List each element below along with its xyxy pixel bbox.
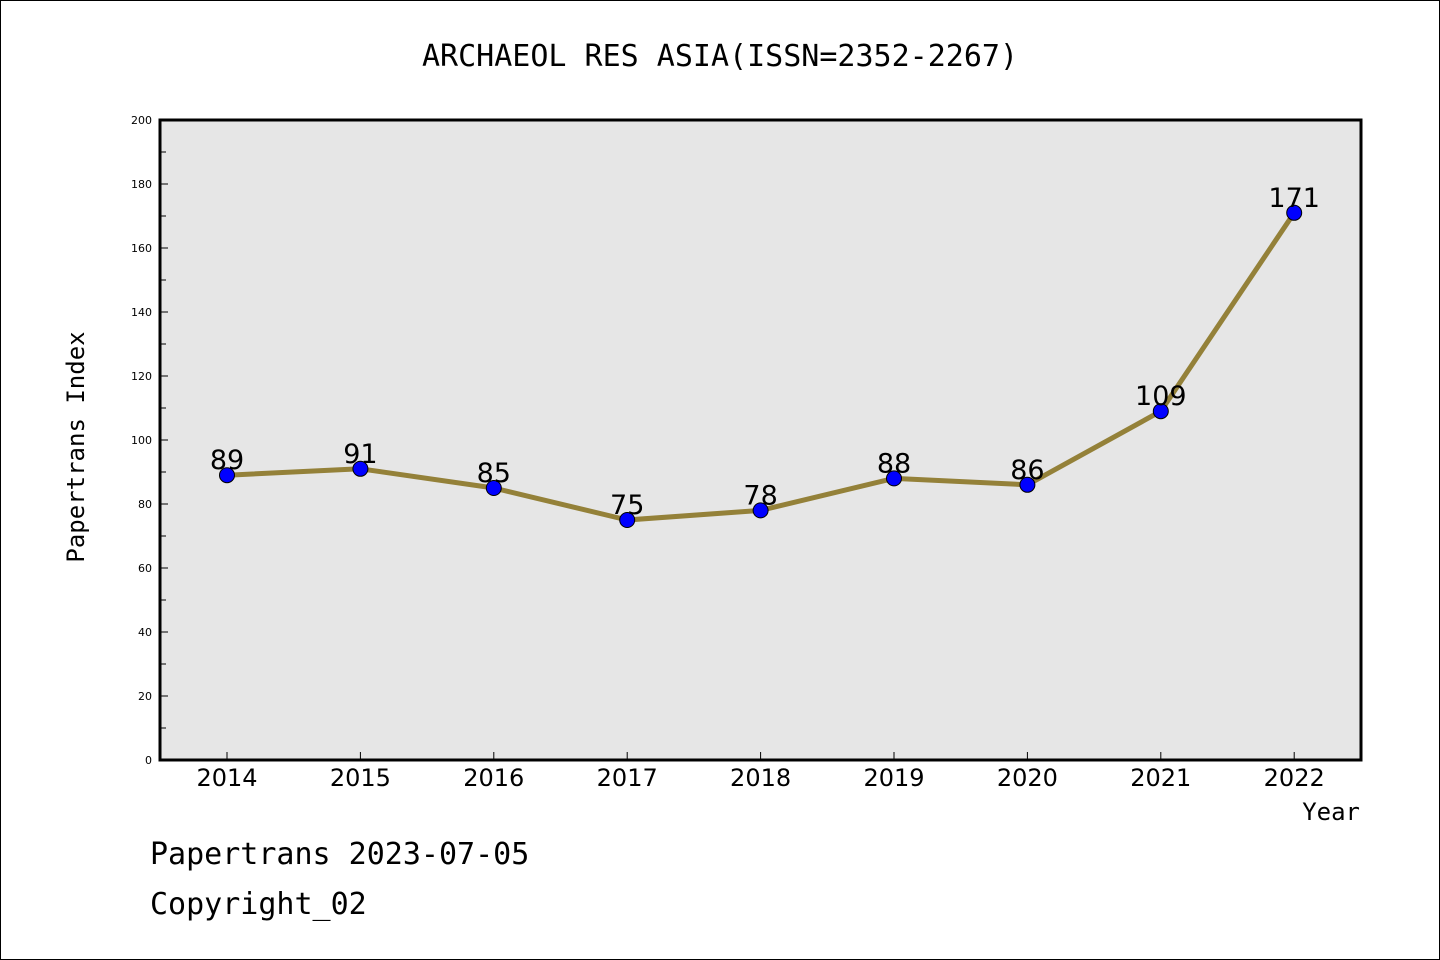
y-tick-label: 100 [131, 434, 152, 447]
x-tick-label: 2014 [196, 764, 257, 792]
y-tick-label: 160 [131, 242, 152, 255]
data-label: 109 [1135, 381, 1187, 412]
x-tick-label: 2018 [730, 764, 791, 792]
data-label: 88 [877, 448, 911, 479]
x-tick-label: 2015 [330, 764, 391, 792]
data-point [1152, 403, 1169, 420]
data-label: 171 [1268, 183, 1320, 214]
y-tick-label: 180 [131, 178, 152, 191]
y-tick-label: 60 [138, 562, 152, 575]
data-point [1286, 204, 1303, 221]
x-tick-label: 2020 [997, 764, 1058, 792]
data-label: 75 [610, 490, 644, 521]
x-tick-label: 2022 [1264, 764, 1325, 792]
x-axis: 2014 2015 2016 2017 2018 2019 2020 2021 2022 [196, 752, 1325, 792]
data-label: 91 [343, 439, 377, 470]
data-point [619, 512, 636, 528]
data-point [485, 480, 502, 496]
y-tick-label: 200 [131, 114, 152, 127]
y-tick-label: 20 [138, 690, 152, 703]
data-point [1019, 476, 1036, 493]
y-tick-label: 0 [145, 754, 152, 767]
footer-copyright: Copyright_02 [150, 887, 367, 922]
data-label: 78 [743, 480, 777, 511]
y-axis: 0 20 40 60 80 100 120 140 160 180 200 [131, 114, 168, 767]
plot-border [158, 118, 1363, 762]
chart-title: ARCHAEOL RES ASIA(ISSN=2352-2267) [422, 39, 1018, 74]
plot-area [160, 120, 1361, 760]
y-tick-label: 140 [131, 306, 152, 319]
data-point [886, 470, 902, 487]
y-tick-label: 80 [138, 498, 152, 511]
series-layer [219, 204, 1303, 528]
x-axis-label: Year [1302, 798, 1360, 826]
footer-date: Papertrans 2023-07-05 [150, 837, 529, 872]
y-tick-label: 120 [131, 370, 152, 383]
data-label: 85 [477, 458, 511, 489]
x-tick-label: 2016 [463, 764, 524, 792]
data-point [219, 467, 235, 484]
data-label: 89 [210, 445, 244, 476]
y-axis-label: Papertrans Index [62, 331, 90, 562]
x-tick-label: 2019 [863, 764, 924, 792]
data-label: 86 [1010, 455, 1044, 486]
data-label-layer: 89 91 85 75 78 88 86 109 171 [210, 183, 1320, 521]
data-point [752, 502, 769, 519]
data-point [352, 460, 369, 477]
x-tick-label: 2021 [1130, 764, 1191, 792]
x-tick-label: 2017 [597, 764, 658, 792]
y-tick-label: 40 [138, 626, 152, 639]
